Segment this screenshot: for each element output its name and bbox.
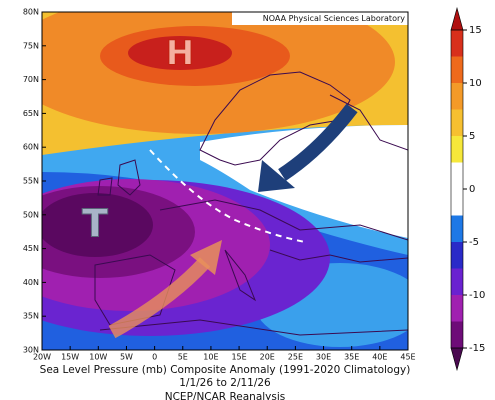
colorbar-tick-label: 0 bbox=[469, 184, 475, 195]
colorbar-swatch bbox=[451, 136, 463, 163]
colorbar-tick-label: -10 bbox=[469, 290, 485, 301]
lat-label: 40N bbox=[23, 278, 39, 287]
lon-label: 10W bbox=[89, 353, 107, 362]
lat-label: 75N bbox=[23, 41, 39, 50]
lat-label: 30N bbox=[23, 346, 39, 355]
lon-label: 35E bbox=[344, 353, 359, 362]
colorbar-swatch bbox=[451, 30, 463, 57]
lat-label: 65N bbox=[23, 109, 39, 118]
lon-label: 45E bbox=[400, 353, 415, 362]
colorbar-swatch bbox=[451, 242, 463, 269]
lon-label: 0 bbox=[152, 353, 157, 362]
lat-label: 70N bbox=[23, 75, 39, 84]
colorbar-swatch bbox=[451, 109, 463, 136]
lon-label: 15E bbox=[231, 353, 246, 362]
colorbar-swatch bbox=[451, 268, 463, 295]
lon-label: 5W bbox=[120, 353, 133, 362]
colorbar-arrow bbox=[450, 6, 464, 31]
colorbar: 15 10 5 0 -5 -10 -15 bbox=[450, 6, 485, 372]
colorbar-arrow bbox=[450, 347, 464, 372]
colorbar-swatch bbox=[451, 83, 463, 110]
lat-label: 45N bbox=[23, 244, 39, 253]
colorbar-swatch bbox=[451, 56, 463, 83]
lon-label: 25E bbox=[288, 353, 303, 362]
lat-label: 55N bbox=[23, 177, 39, 186]
caption-title: Sea Level Pressure (mb) Composite Anomal… bbox=[40, 364, 411, 376]
high-label: H bbox=[166, 34, 194, 74]
lon-label: 20W bbox=[33, 353, 51, 362]
colorbar-swatch bbox=[451, 189, 463, 216]
lon-label: 5E bbox=[178, 353, 188, 362]
lon-label: 40E bbox=[372, 353, 387, 362]
lon-label: 20E bbox=[260, 353, 275, 362]
lat-label: 50N bbox=[23, 210, 39, 219]
lat-label: 80N bbox=[23, 8, 39, 17]
colorbar-tick-label: 5 bbox=[469, 131, 475, 142]
colorbar-swatch bbox=[451, 321, 463, 348]
lon-label: 10E bbox=[203, 353, 218, 362]
colorbar-tick-label: -15 bbox=[469, 343, 485, 354]
map: NOAA Physical Sciences Laboratory H T bbox=[42, 12, 408, 350]
lon-label: 15W bbox=[61, 353, 79, 362]
lon-label: 30E bbox=[316, 353, 331, 362]
colorbar-swatch bbox=[451, 162, 463, 189]
lat-label: 35N bbox=[23, 312, 39, 321]
credit: NOAA Physical Sciences Laboratory bbox=[263, 14, 406, 23]
colorbar-swatch bbox=[451, 215, 463, 242]
caption-dates: 1/1/26 to 2/11/26 bbox=[179, 377, 271, 389]
colorbar-tick-label: -5 bbox=[469, 237, 479, 248]
colorbar-tick-label: 10 bbox=[469, 78, 482, 89]
caption-source: NCEP/NCAR Reanalysis bbox=[165, 391, 286, 400]
lat-label: 60N bbox=[23, 143, 39, 152]
colorbar-swatch bbox=[451, 295, 463, 322]
colorbar-tick-label: 15 bbox=[469, 25, 482, 36]
low-label: T bbox=[82, 202, 108, 246]
